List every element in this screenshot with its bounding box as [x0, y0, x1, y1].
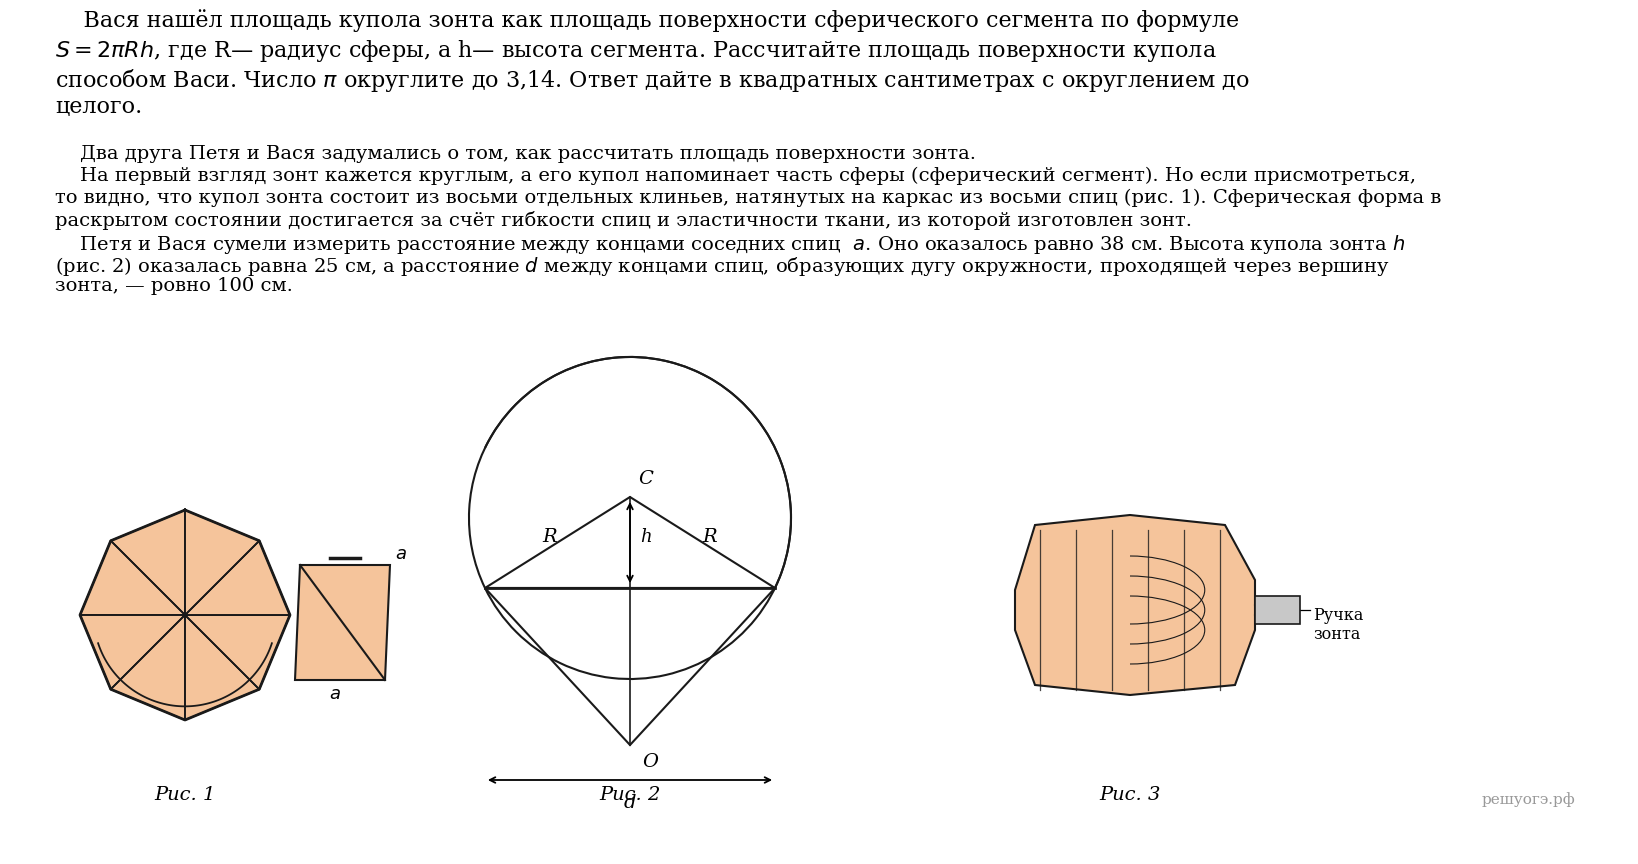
Polygon shape — [295, 565, 390, 680]
Text: Рис. 3: Рис. 3 — [1099, 786, 1161, 804]
Polygon shape — [185, 510, 259, 615]
Polygon shape — [80, 615, 185, 689]
Polygon shape — [185, 615, 290, 689]
Text: способом Васи. Число $\pi$ округлите до 3,14. Ответ дайте в квадратных сантиметр: способом Васи. Число $\pi$ округлите до … — [56, 67, 1250, 94]
Text: решуогэ.рф: решуогэ.рф — [1481, 792, 1576, 808]
Text: На первый взгляд зонт кажется круглым, а его купол напоминает часть сферы (сфери: На первый взгляд зонт кажется круглым, а… — [56, 167, 1415, 185]
Text: $a$: $a$ — [395, 545, 406, 563]
Text: Ручка
зонта: Ручка зонта — [1314, 607, 1363, 644]
Text: $S = 2\pi Rh$, где R— радиус сферы, а h— высота сегмента. Рассчитайте площадь по: $S = 2\pi Rh$, где R— радиус сферы, а h—… — [56, 38, 1217, 64]
Polygon shape — [111, 615, 185, 720]
Polygon shape — [185, 541, 290, 615]
Text: Петя и Вася сумели измерить расстояние между концами соседних спиц  $a$. Оно ока: Петя и Вася сумели измерить расстояние м… — [56, 233, 1405, 256]
Polygon shape — [111, 510, 185, 615]
Text: h: h — [640, 529, 652, 547]
Text: то видно, что купол зонта состоит из восьми отдельных клиньев, натянутых на карк: то видно, что купол зонта состоит из вос… — [56, 189, 1441, 207]
Text: Вася нашёл площадь купола зонта как площадь поверхности сферического сегмента по: Вася нашёл площадь купола зонта как площ… — [56, 9, 1238, 32]
Text: Рис. 1: Рис. 1 — [154, 786, 216, 804]
Text: R: R — [542, 529, 557, 547]
Text: O: O — [642, 753, 658, 771]
Polygon shape — [185, 615, 259, 720]
Text: (рис. 2) оказалась равна 25 см, а расстояние $d$ между концами спиц, образующих : (рис. 2) оказалась равна 25 см, а рассто… — [56, 255, 1391, 278]
Polygon shape — [485, 588, 775, 745]
Text: Рис. 2: Рис. 2 — [600, 786, 660, 804]
Text: целого.: целого. — [56, 96, 143, 118]
Polygon shape — [1016, 515, 1255, 695]
Text: $a$: $a$ — [329, 685, 341, 703]
Text: Два друга Петя и Вася задумались о том, как рассчитать площадь поверхности зонта: Два друга Петя и Вася задумались о том, … — [56, 145, 976, 163]
Text: C: C — [637, 470, 654, 488]
Polygon shape — [485, 497, 775, 588]
Text: раскрытом состоянии достигается за счёт гибкости спиц и эластичности ткани, из к: раскрытом состоянии достигается за счёт … — [56, 211, 1192, 230]
Polygon shape — [1255, 596, 1301, 624]
Text: d: d — [624, 794, 636, 812]
Text: R: R — [703, 529, 717, 547]
Polygon shape — [80, 541, 185, 615]
Text: зонта, — ровно 100 см.: зонта, — ровно 100 см. — [56, 277, 293, 295]
